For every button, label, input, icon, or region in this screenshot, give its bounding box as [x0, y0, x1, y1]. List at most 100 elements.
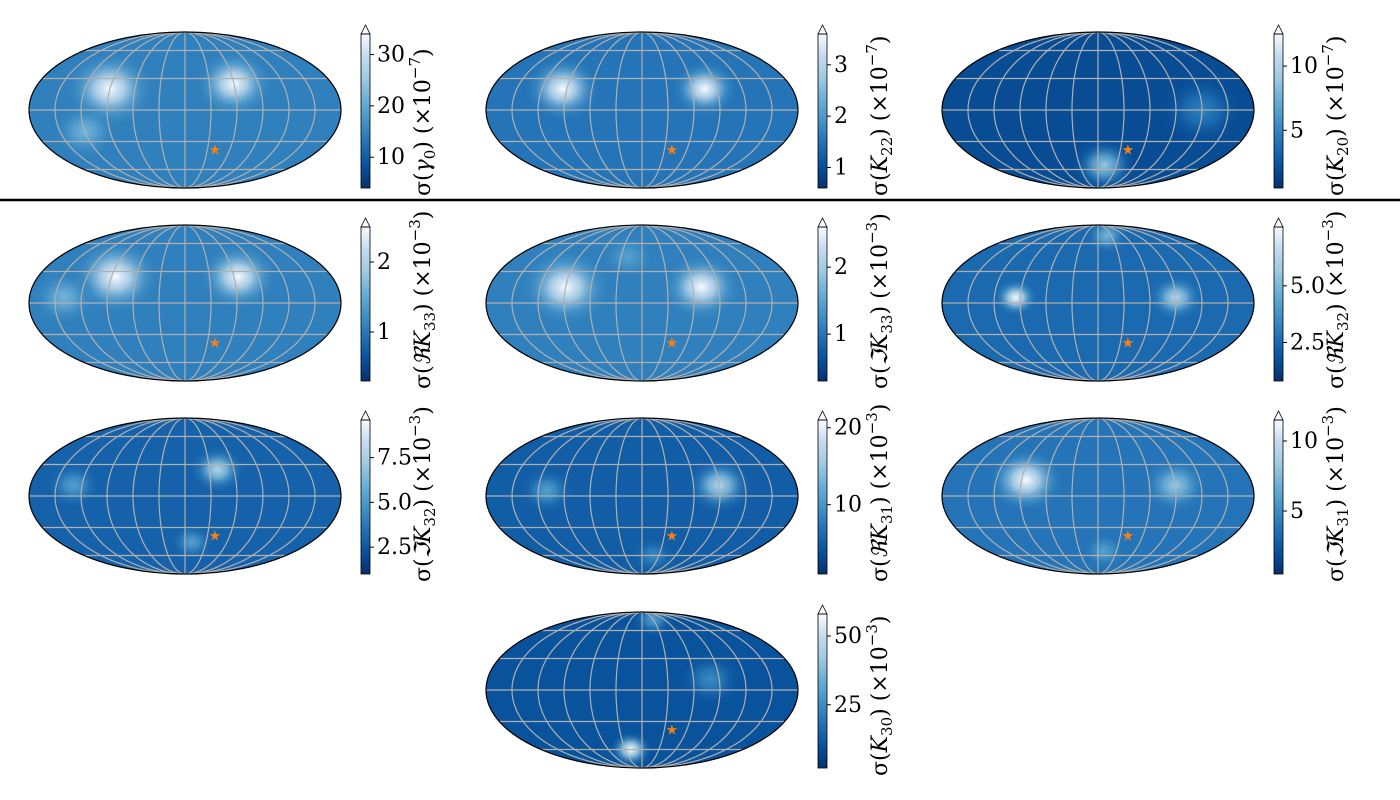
colorbar-label: σ(ℜK31) (×10−3)	[863, 404, 896, 582]
colorbar-frame	[360, 226, 371, 382]
colorbar-label: σ(ℑK31) (×10−3)	[1319, 406, 1352, 582]
colorbar: 2.55.07.5σ(ℑK32) (×10−3)	[360, 406, 439, 582]
colorbar-tick-label: 5	[1290, 118, 1304, 143]
colorbar-label-prefix: σ(	[1324, 172, 1349, 196]
colorbar-label-space	[411, 492, 436, 499]
sky-map-blob	[600, 233, 656, 280]
graticule	[942, 418, 1254, 574]
colorbar-tick-label: 10	[834, 493, 862, 518]
colorbar-label-symbol: ℜK	[868, 522, 893, 558]
colorbar-label-suffix: )	[868, 128, 893, 137]
colorbar-label-symbol: ℑK	[411, 525, 436, 558]
colorbar-label-prefix: σ(	[868, 365, 893, 389]
colorbar-label-scale-end: )	[868, 213, 893, 222]
source-marker-icon: ★	[1122, 335, 1135, 351]
colorbar-frame	[360, 419, 371, 575]
sky-map-outline	[485, 31, 799, 189]
colorbar-gradient	[361, 227, 370, 381]
colorbar-label-space	[1324, 492, 1349, 499]
source-marker-icon: ★	[209, 335, 222, 351]
source-marker-icon: ★	[666, 722, 679, 738]
colorbar-label: σ(ℑK32) (×10−3)	[406, 406, 439, 582]
sky-map-outline	[485, 417, 799, 575]
colorbar-label-exponent: −7	[1319, 44, 1337, 66]
colorbar-label-symbol: ℑK	[1324, 525, 1349, 558]
colorbar-label-symbol: K	[868, 154, 893, 173]
colorbar-label-scale: (×10	[411, 437, 436, 492]
colorbar-label-scale-end: )	[411, 48, 436, 57]
source-marker-icon: ★	[666, 335, 679, 351]
colorbar-tick-label: 7.5	[377, 446, 412, 471]
colorbar-label-scale-end: )	[868, 36, 893, 45]
colorbar-frame	[1273, 419, 1284, 575]
colorbar-label-scale-end: )	[1324, 211, 1349, 220]
colorbar-tick-label: 30	[377, 43, 405, 68]
sky-map-panel: ★ 1 2 3 σ(K22) (×10−7)	[485, 24, 896, 196]
sky-map-panel: ★ 2.55.07.5σ(ℑK32) (×10−3)	[28, 406, 439, 582]
colorbar-tick-label: 1	[834, 322, 848, 347]
sky-map-blob	[46, 462, 101, 509]
colorbar-label-scale: (×10	[411, 79, 436, 134]
colorbar: 1 2 σ(ℑK33) (×10−3)	[817, 213, 896, 389]
colorbar-tick-label: 10	[1290, 429, 1318, 454]
colorbar-label-symbol: K	[1324, 154, 1349, 173]
colorbar-label-scale: (×10	[1324, 437, 1349, 492]
colorbar-label-space	[411, 296, 436, 303]
sky-map-blob	[200, 244, 276, 309]
colorbar-label-symbol: γ	[411, 158, 436, 172]
colorbar-label-space	[868, 121, 893, 128]
sky-map-outline	[28, 417, 342, 575]
source-marker-icon: ★	[1122, 142, 1135, 158]
colorbar-tick-label: 10	[1290, 54, 1318, 79]
colorbar-label-exponent: −3	[863, 624, 881, 646]
graticule	[29, 418, 341, 574]
sky-map-outline	[941, 417, 1255, 575]
colorbar-label-space	[868, 701, 893, 708]
colorbar-frame	[817, 33, 828, 189]
colorbar-label-prefix: σ(	[411, 172, 436, 196]
colorbar-tick-label: 2	[834, 255, 848, 280]
colorbar-label-suffix: )	[411, 303, 436, 312]
colorbar-label-suffix: )	[1324, 499, 1349, 508]
colorbar-label-subscript: 30	[878, 717, 896, 736]
colorbar-frame	[1273, 226, 1284, 382]
colorbar-label-exponent: −3	[863, 412, 881, 434]
colorbar-frame	[1273, 33, 1284, 189]
colorbar-label-subscript: 33	[878, 315, 896, 334]
colorbar-tick-label: 50	[834, 624, 862, 649]
colorbar-tick-label: 20	[377, 94, 405, 119]
colorbar-label-scale-end: )	[1324, 406, 1349, 415]
colorbar-label-exponent: −3	[863, 222, 881, 244]
colorbar-extend-arrow	[817, 217, 828, 228]
colorbar-label-exponent: −3	[406, 219, 424, 241]
colorbar-label-suffix: )	[1324, 128, 1349, 137]
sky-map-outline	[485, 611, 799, 769]
sky-map-outline	[28, 31, 342, 189]
colorbar-tick-label: 2.5	[377, 535, 412, 560]
colorbar-extend-arrow	[1273, 217, 1284, 228]
colorbar-gradient	[1274, 420, 1283, 574]
sky-map-blob	[1082, 532, 1126, 570]
colorbar-label-symbol: ℜK	[1324, 329, 1349, 365]
colorbar-label: σ(γ0) (×10−7)	[406, 48, 439, 196]
colorbar-label-scale-end: )	[868, 404, 893, 413]
colorbar-label-exponent: −3	[1319, 219, 1337, 241]
sky-map-blob	[994, 279, 1038, 317]
colorbar-label-subscript: 32	[1334, 312, 1352, 331]
colorbar-label-prefix: σ(	[1324, 558, 1349, 582]
graticule	[29, 32, 341, 188]
colorbar-label-exponent: −3	[406, 415, 424, 437]
colorbar-tick-label: 1	[834, 155, 848, 180]
sky-map-blob	[1085, 225, 1129, 255]
colorbar-label-symbol: ℜK	[411, 329, 436, 365]
colorbar-tick-label: 2	[834, 104, 848, 129]
colorbar-label-subscript: 0	[421, 150, 439, 160]
colorbar-gradient	[1274, 227, 1283, 381]
sky-map-outline	[941, 224, 1255, 382]
